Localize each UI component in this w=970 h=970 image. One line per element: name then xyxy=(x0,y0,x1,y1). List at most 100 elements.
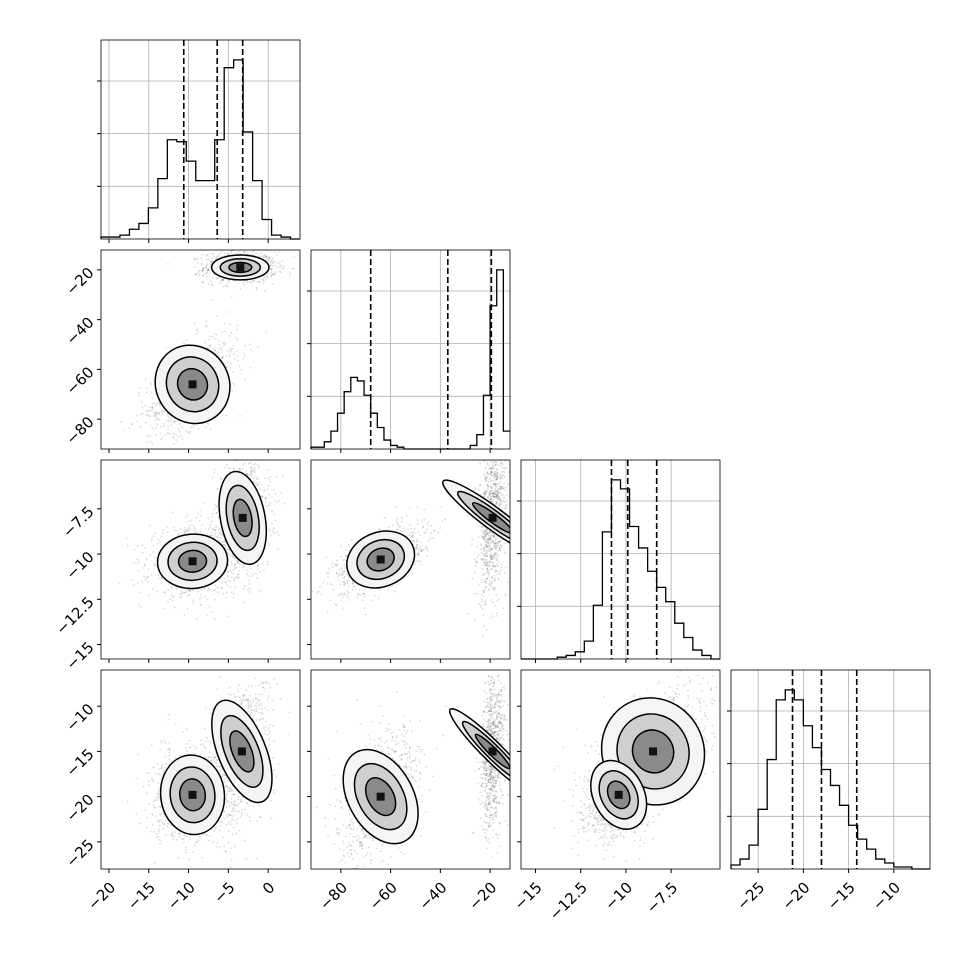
hist-panel-3 xyxy=(727,669,931,873)
sample-point xyxy=(154,412,157,414)
sample-point xyxy=(223,344,226,346)
sample-point xyxy=(479,604,482,606)
sample-point xyxy=(224,544,227,547)
sample-point xyxy=(137,562,139,565)
sample-point xyxy=(492,462,494,465)
sample-point xyxy=(497,491,500,494)
sample-point xyxy=(172,511,174,514)
sample-point xyxy=(213,468,216,471)
sample-point xyxy=(213,508,216,511)
sample-point xyxy=(488,467,491,470)
sample-point xyxy=(485,478,488,480)
sample-point xyxy=(346,590,349,592)
sample-point xyxy=(487,565,490,568)
sample-point xyxy=(482,634,484,637)
sample-point xyxy=(493,534,496,537)
sample-point xyxy=(481,525,483,528)
sample-point xyxy=(242,601,245,604)
sample-point xyxy=(485,544,488,547)
sample-point xyxy=(215,526,217,528)
sample-point xyxy=(256,247,258,249)
sample-point xyxy=(248,591,251,593)
sample-point xyxy=(211,261,213,264)
sample-point xyxy=(225,284,228,287)
sample-point xyxy=(492,535,495,538)
sample-point xyxy=(203,267,205,270)
sample-point xyxy=(255,288,258,291)
sample-point xyxy=(167,419,170,422)
sample-point xyxy=(501,474,504,477)
sample-point xyxy=(485,580,488,583)
sample-point xyxy=(487,565,489,568)
sample-point xyxy=(494,557,496,559)
sample-point xyxy=(172,596,175,598)
sample-point xyxy=(490,540,492,543)
sample-point xyxy=(146,441,149,443)
sample-point xyxy=(234,567,236,570)
sample-point xyxy=(179,527,182,530)
sample-point xyxy=(497,496,500,498)
sample-point xyxy=(396,528,399,531)
sample-point xyxy=(216,257,219,260)
sample-point xyxy=(423,518,426,521)
sample-point xyxy=(270,274,273,277)
sample-point xyxy=(145,558,148,561)
sample-point xyxy=(274,271,277,274)
sample-point xyxy=(212,260,215,263)
sample-point xyxy=(156,590,159,593)
sample-point xyxy=(487,570,489,573)
sample-point xyxy=(341,573,344,576)
sample-point xyxy=(212,277,214,280)
sample-point xyxy=(487,550,490,552)
sample-point xyxy=(198,274,201,276)
sample-point xyxy=(498,560,501,563)
sample-point xyxy=(256,477,259,480)
sample-point xyxy=(159,540,162,543)
sample-point xyxy=(492,453,494,455)
sample-point xyxy=(263,569,266,572)
sample-point xyxy=(149,441,152,443)
sample-point xyxy=(496,477,498,480)
sample-point xyxy=(273,265,276,267)
sample-point xyxy=(195,258,198,261)
sample-point xyxy=(196,617,198,620)
sample-point xyxy=(497,464,500,467)
sample-point xyxy=(250,472,253,475)
sample-point xyxy=(254,475,257,478)
sample-point xyxy=(224,330,227,332)
sample-point xyxy=(498,450,500,452)
sample-point xyxy=(489,494,492,497)
sample-point xyxy=(205,265,208,267)
sample-point xyxy=(152,458,154,460)
sample-point xyxy=(153,557,156,559)
sample-point xyxy=(495,552,497,555)
sample-point xyxy=(473,592,476,595)
sample-point xyxy=(205,266,208,269)
sample-point xyxy=(496,488,499,490)
sample-point xyxy=(363,595,366,598)
sample-point xyxy=(494,548,497,551)
sample-point xyxy=(476,592,479,595)
sample-point xyxy=(483,562,486,565)
sample-point xyxy=(346,596,349,599)
sample-point xyxy=(494,474,497,477)
sample-point xyxy=(241,467,244,470)
sample-point xyxy=(228,549,231,552)
sample-point xyxy=(237,561,239,564)
sample-point xyxy=(494,495,497,498)
sample-point xyxy=(232,344,235,347)
sample-point xyxy=(149,424,152,427)
sample-point xyxy=(220,477,223,479)
sample-point xyxy=(194,531,197,533)
sample-point xyxy=(282,268,284,270)
sample-point xyxy=(264,498,267,500)
sample-point xyxy=(219,252,221,255)
sample-point xyxy=(492,458,494,460)
sample-point xyxy=(270,269,272,272)
sample-point xyxy=(141,566,144,569)
sample-point xyxy=(158,413,161,416)
sample-point xyxy=(269,260,272,263)
sample-point xyxy=(156,418,159,421)
sample-point xyxy=(497,496,500,498)
sample-point xyxy=(263,289,266,292)
